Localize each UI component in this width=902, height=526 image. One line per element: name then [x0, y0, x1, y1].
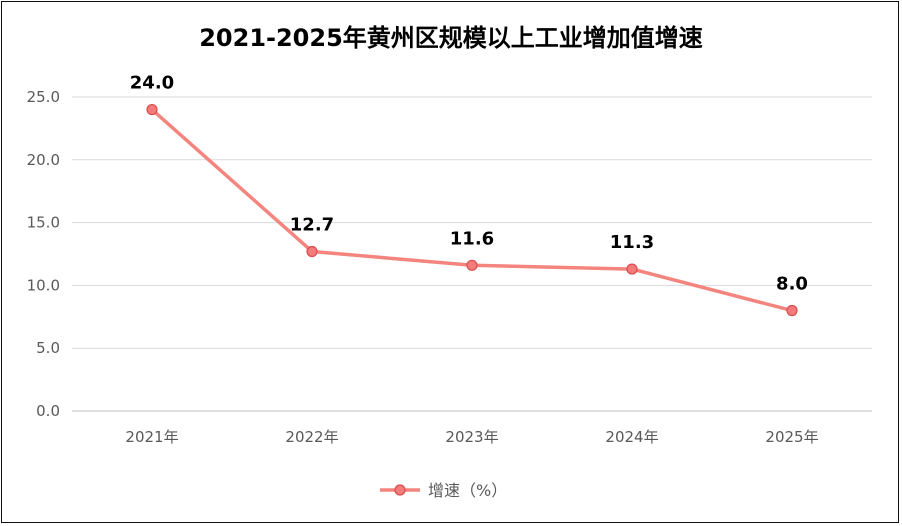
x-tick-label: 2022年 — [285, 428, 338, 446]
data-point — [626, 263, 638, 275]
data-point — [146, 103, 158, 116]
data-point — [786, 304, 798, 317]
y-tick-label: 15.0 — [27, 214, 60, 232]
chart-title: 2021-2025年黄州区规模以上工业增加值增速 — [199, 24, 703, 52]
data-label: 8.0 — [776, 274, 808, 295]
legend-marker — [394, 484, 406, 496]
data-label: 11.3 — [610, 232, 654, 253]
y-tick-label: 0.0 — [36, 402, 60, 420]
y-tick-label: 20.0 — [27, 151, 60, 169]
x-tick-label: 2023年 — [445, 428, 498, 446]
data-label: 24.0 — [130, 73, 174, 94]
x-tick-label: 2025年 — [765, 428, 818, 446]
data-point — [466, 259, 478, 271]
data-point — [306, 245, 318, 258]
y-tick-label: 10.0 — [27, 276, 60, 294]
x-tick-label: 2021年 — [125, 428, 178, 446]
y-tick-label: 25.0 — [27, 88, 60, 106]
data-label: 11.6 — [450, 228, 494, 249]
y-tick-label: 5.0 — [36, 339, 60, 357]
series-line — [150, 107, 794, 313]
legend-label: 增速（%） — [428, 481, 507, 500]
data-label: 12.7 — [290, 214, 334, 235]
x-tick-label: 2024年 — [605, 428, 658, 446]
